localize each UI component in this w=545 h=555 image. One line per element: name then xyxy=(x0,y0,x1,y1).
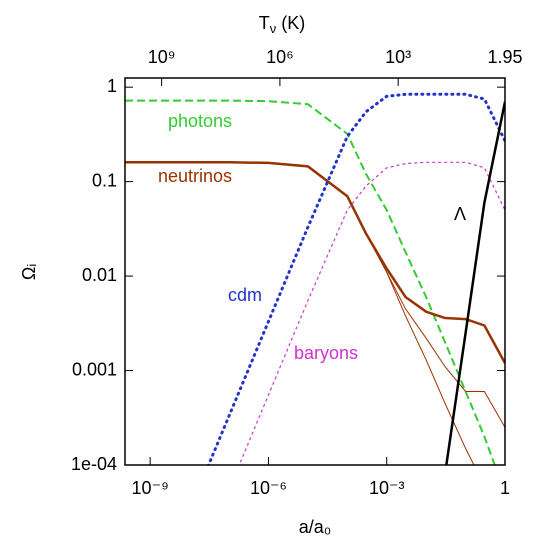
y-tick-label: 0.01 xyxy=(82,265,117,285)
top-x-tick-label: 10³ xyxy=(385,47,411,67)
series-label: Λ xyxy=(454,204,466,224)
bottom-x-tick-label: 10⁻³ xyxy=(369,478,405,498)
y-tick-label: 1e-04 xyxy=(71,454,117,474)
series-label: cdm xyxy=(228,285,262,305)
x2-label-main: T xyxy=(259,13,270,33)
series-line xyxy=(125,161,505,364)
bottom-x-tick-label: 10⁻⁹ xyxy=(132,478,169,498)
x2-axis-label: Tν (K) xyxy=(259,13,306,37)
series-line xyxy=(125,161,475,465)
top-x-tick-label: 10⁶ xyxy=(266,47,293,67)
x-axis-label: a/a₀ xyxy=(299,517,332,537)
y-axis-label: Ωᵢ xyxy=(19,264,39,280)
bottom-x-tick-label: 10⁻⁶ xyxy=(250,478,287,498)
top-x-tick-label: 10⁹ xyxy=(148,47,176,67)
series-label: photons xyxy=(168,111,232,131)
y-tick-label: 0.1 xyxy=(92,170,117,190)
plot-frame xyxy=(124,77,506,466)
y-tick-label: 0.001 xyxy=(72,359,117,379)
x2-label-sub: ν xyxy=(270,21,277,36)
series-label: baryons xyxy=(294,343,358,363)
series-line xyxy=(125,161,505,428)
series-line xyxy=(125,99,496,465)
series-label: neutrinos xyxy=(158,166,232,186)
top-x-tick-label: 1.95 xyxy=(487,47,522,67)
series-line xyxy=(206,92,505,465)
bottom-x-tick-label: 1 xyxy=(500,478,510,498)
plot-area xyxy=(125,92,505,465)
series-line xyxy=(445,101,505,465)
y-tick-label: 1 xyxy=(107,76,117,96)
series-line xyxy=(238,161,505,465)
x2-label-unit: (K) xyxy=(276,13,305,33)
